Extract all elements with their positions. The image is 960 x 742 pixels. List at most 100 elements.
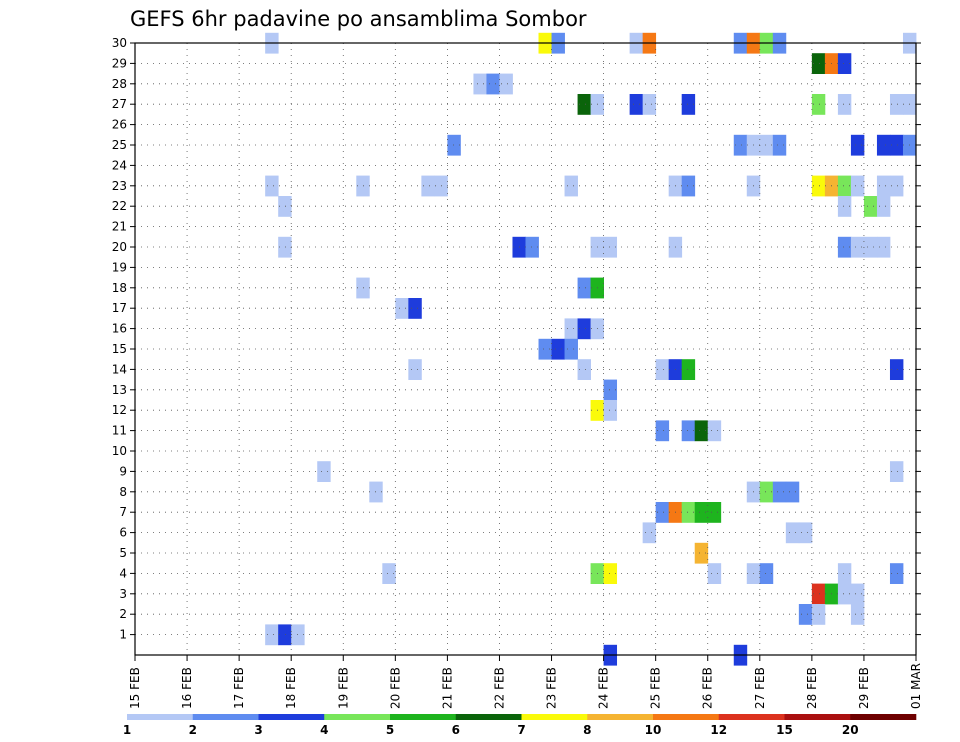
y-tick-label: 11: [112, 424, 127, 438]
heatmap-cell: [707, 420, 722, 442]
heatmap-cell: [889, 461, 904, 482]
x-tick-label: 29 FEB: [857, 667, 871, 709]
y-tick-label: 28: [112, 77, 127, 91]
legend-label: 15: [776, 723, 793, 737]
heatmap-cell: [772, 481, 787, 503]
heatmap-cell: [603, 400, 618, 421]
y-tick-label: 5: [119, 546, 127, 560]
heatmap-cell: [681, 420, 696, 442]
y-tick-label: 20: [112, 240, 127, 254]
heatmap-cell: [694, 542, 709, 564]
heatmap-cell: [356, 277, 370, 299]
y-tick-label: 7: [119, 505, 127, 519]
heatmap-cell: [642, 94, 657, 115]
y-tick-label: 3: [119, 587, 127, 601]
heatmap-cell: [798, 522, 813, 544]
y-tick-label: 26: [112, 118, 127, 132]
heatmap-cell: [369, 481, 383, 503]
heatmap-cell: [577, 318, 591, 340]
legend-label: 8: [583, 723, 591, 737]
heatmap-cell: [694, 420, 709, 442]
heatmap-cell: [395, 298, 409, 319]
y-tick-label: 1: [119, 628, 127, 642]
heatmap-cell: [603, 379, 618, 401]
legend-swatch: [784, 714, 851, 720]
x-tick-label: 24 FEB: [597, 667, 611, 709]
heatmap-cell: [278, 236, 292, 258]
y-tick-label: 13: [112, 383, 127, 397]
heatmap-cell: [785, 522, 800, 544]
heatmap-cell: [499, 73, 513, 95]
legend-swatch: [850, 714, 917, 720]
y-tick-label: 16: [112, 322, 127, 336]
x-tick-label: 17 FEB: [232, 667, 246, 709]
heatmap-cell: [564, 318, 578, 340]
legend-swatch: [390, 714, 457, 720]
heatmap-cell: [759, 134, 774, 156]
legend-swatch: [521, 714, 588, 720]
heatmap-cell: [577, 94, 591, 115]
heatmap-cell: [811, 604, 826, 625]
heatmap-cell: [811, 94, 826, 115]
heatmap-cell: [811, 53, 826, 74]
heatmap-cell: [889, 94, 904, 115]
heatmap-cell: [525, 236, 539, 258]
heatmap-cell: [382, 563, 396, 584]
y-tick-label: 15: [112, 342, 127, 356]
legend-label: 1: [123, 723, 131, 737]
heatmap-cell: [629, 94, 644, 115]
heatmap-cell: [265, 624, 279, 646]
heatmap-cell: [642, 522, 657, 544]
x-tick-label: 23 FEB: [545, 667, 559, 709]
legend-swatch: [258, 714, 325, 720]
y-axis-ticks: 1234567891011121314151617181920212223242…: [112, 36, 921, 642]
heatmap-cell: [577, 277, 591, 299]
heatmap-cell: [837, 236, 852, 258]
heatmap-cell: [850, 604, 865, 625]
heatmap-cell: [408, 298, 422, 319]
x-tick-label: 28 FEB: [805, 667, 819, 709]
heatmap-cell: [356, 175, 370, 197]
legend-label: 2: [189, 723, 197, 737]
heatmap-cell: [759, 481, 774, 503]
heatmap-cell: [837, 175, 852, 197]
heatmap-cell: [681, 175, 696, 197]
heatmap-cell: [421, 175, 435, 197]
heatmap-cell: [603, 563, 618, 584]
y-tick-label: 22: [112, 199, 127, 213]
heatmap-cell: [759, 563, 774, 584]
y-tick-label: 27: [112, 97, 127, 111]
heatmap-cell: [850, 175, 865, 197]
heatmap-cell: [408, 359, 422, 380]
heatmap-cell: [564, 175, 578, 197]
heatmap-cell: [837, 53, 852, 74]
legend-label: 10: [645, 723, 662, 737]
y-tick-label: 18: [112, 281, 127, 295]
grid-lines: [135, 43, 916, 655]
legend-swatch: [127, 714, 194, 720]
heatmap-cell: [850, 583, 865, 605]
x-tick-label: 15 FEB: [128, 667, 142, 709]
x-axis-ticks: 15 FEB 16 FEB 17 FEB 18 FEB 19 FEB 20 FEB 21 F…: [128, 655, 923, 709]
heatmap-cell: [889, 175, 904, 197]
heatmap-cell: [473, 73, 487, 95]
x-tick-label: 01 MAR: [909, 663, 923, 709]
y-tick-label: 23: [112, 179, 127, 193]
x-tick-label: 25 FEB: [649, 667, 663, 709]
heatmap-cell: [681, 359, 696, 380]
heatmap-cell: [889, 134, 904, 156]
x-tick-label: 27 FEB: [753, 667, 767, 709]
heatmap-cell: [447, 134, 461, 156]
y-tick-label: 8: [119, 485, 127, 499]
y-tick-label: 24: [112, 158, 127, 172]
heatmap-cell: [785, 481, 800, 503]
y-tick-label: 6: [119, 526, 127, 540]
heatmap-cell: [265, 175, 279, 197]
heatmap-cell: [538, 338, 552, 360]
heatmap-cell: [876, 196, 891, 217]
y-tick-label: 4: [119, 566, 127, 580]
legend-swatch: [324, 714, 391, 720]
heatmap-cell: [837, 583, 852, 605]
legend-label: 20: [842, 723, 859, 737]
